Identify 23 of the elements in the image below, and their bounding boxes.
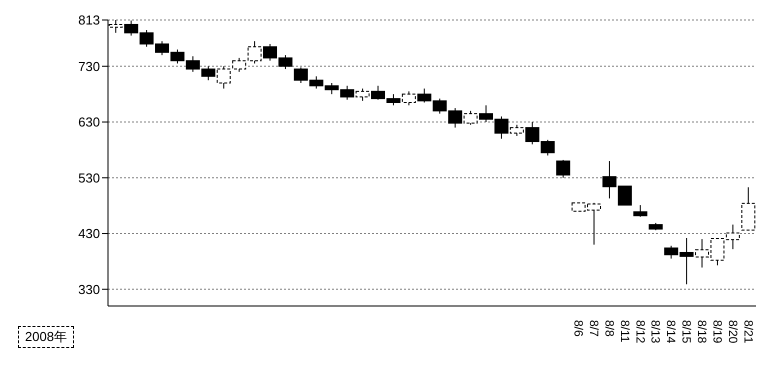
y-tick-label: 813 bbox=[78, 12, 100, 28]
x-tick-label: 8/19 bbox=[710, 320, 724, 344]
candlestick bbox=[556, 159, 570, 178]
y-tick-label: 730 bbox=[78, 58, 100, 74]
x-tick-label: 8/18 bbox=[695, 320, 709, 344]
text: 2008年 bbox=[18, 326, 74, 348]
x-tick-label: 8/21 bbox=[741, 320, 756, 344]
x-tick-label: 8/15 bbox=[680, 320, 694, 344]
x-tick-label: 8/13 bbox=[648, 320, 663, 344]
candlestick bbox=[232, 57, 246, 72]
candlestick bbox=[633, 204, 648, 218]
y-tick-label: 430 bbox=[78, 226, 100, 242]
x-tick-label: 8/11 bbox=[618, 320, 632, 343]
y-tick-label: 630 bbox=[78, 114, 100, 130]
y-tick-label: 330 bbox=[78, 282, 100, 297]
y-tick-label: 530 bbox=[78, 170, 100, 186]
x-tick-label: 8/6 bbox=[572, 320, 586, 338]
x-tick-label: 8/20 bbox=[726, 320, 740, 344]
x-tick-label: 8/7 bbox=[587, 320, 601, 338]
x-tick-label: 8/12 bbox=[633, 320, 648, 344]
x-tick-label: 8/8 bbox=[602, 320, 616, 338]
candlestick bbox=[726, 224, 740, 250]
x-tick-label: 8/14 bbox=[664, 320, 678, 344]
